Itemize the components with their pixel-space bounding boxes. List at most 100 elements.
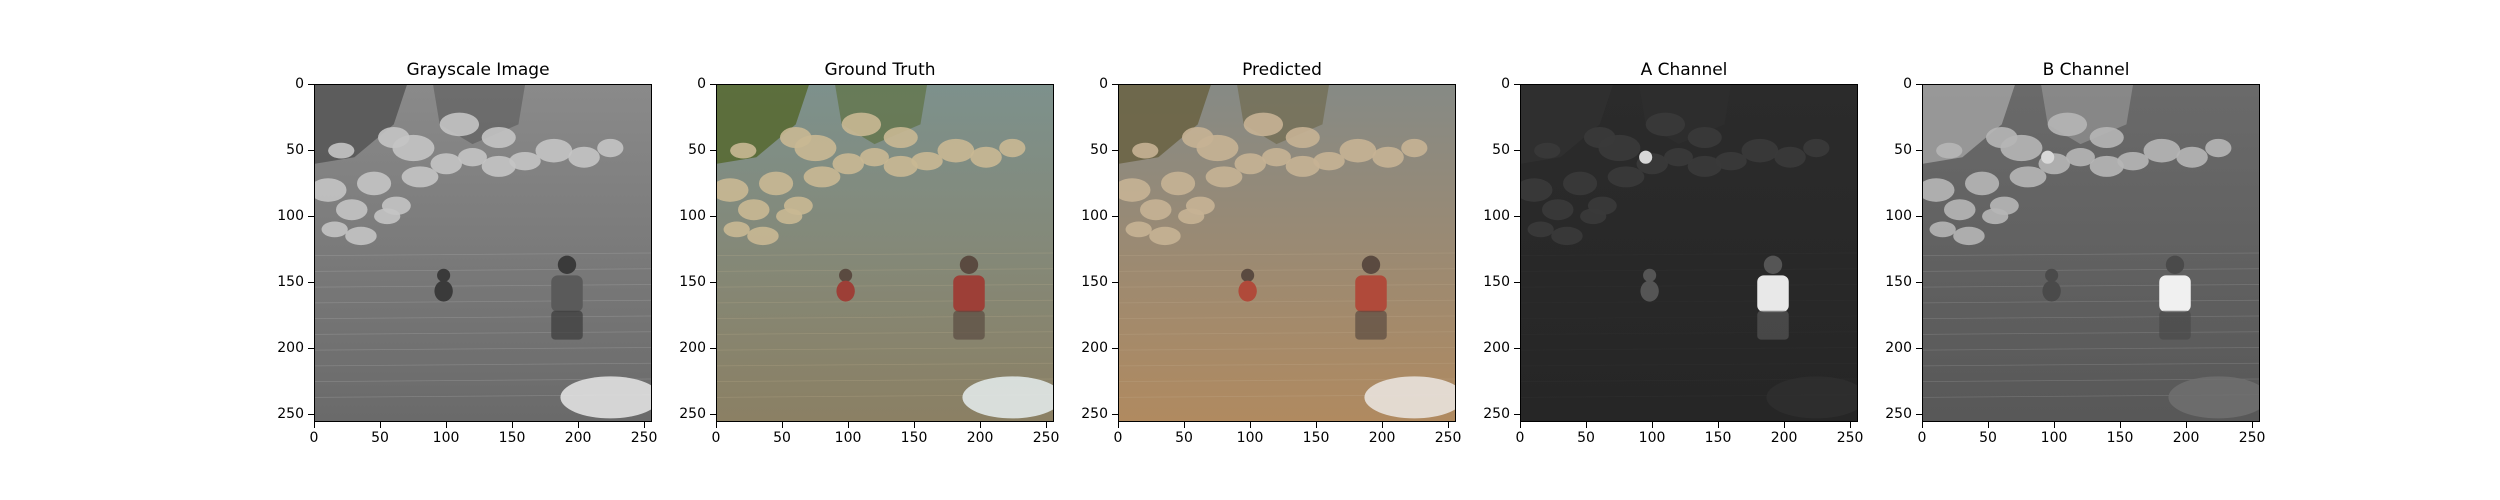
- rock: [1339, 138, 1377, 163]
- rock: [1687, 127, 1722, 148]
- ripple: [1119, 362, 1455, 367]
- rock: [374, 208, 401, 225]
- bright-spot: [2041, 150, 2055, 164]
- foam: [2168, 376, 2259, 419]
- x-tick-label: 100: [1638, 430, 1666, 446]
- y-tick-label: 50: [688, 142, 706, 159]
- x-tick-label: 150: [2106, 430, 2134, 446]
- x-tick: [578, 422, 580, 428]
- image-frame: [1520, 84, 1858, 422]
- rock: [1923, 178, 1955, 202]
- y-tick: [1916, 150, 1922, 152]
- x-tick: [848, 422, 850, 428]
- ripple: [1521, 299, 1857, 304]
- rock: [321, 221, 348, 238]
- man-shirt: [953, 275, 985, 313]
- y-tick-label: 100: [1885, 208, 1912, 225]
- x-tick: [1718, 422, 1720, 428]
- y-tick: [1514, 282, 1520, 284]
- bchan-image: [1923, 85, 2259, 421]
- y-tick-label: 100: [1483, 208, 1510, 225]
- x-tick: [314, 422, 315, 428]
- ripple: [717, 268, 1053, 272]
- x-tick: [1586, 422, 1588, 428]
- panel-title: Grayscale Image: [406, 60, 550, 80]
- ripple: [315, 331, 651, 335]
- y-tick-label: 100: [277, 208, 304, 225]
- rock: [439, 112, 480, 137]
- x-tick: [782, 422, 784, 428]
- x-tick: [644, 422, 646, 428]
- ripple: [1923, 268, 2259, 272]
- y-tick: [710, 150, 716, 152]
- ripple: [1923, 252, 2259, 257]
- rock: [841, 112, 882, 137]
- ripple: [1521, 284, 1857, 288]
- foam: [962, 376, 1053, 419]
- ripple: [717, 252, 1053, 257]
- rock: [1803, 138, 1830, 158]
- y-tick: [1112, 216, 1118, 218]
- y-tick-label: 250: [1483, 406, 1510, 423]
- x-tick-label: 250: [630, 430, 658, 446]
- rock: [1944, 199, 1976, 221]
- y-tick-label: 0: [295, 76, 304, 92]
- rock: [401, 166, 439, 188]
- rock: [1584, 127, 1616, 148]
- y-tick: [1514, 414, 1520, 416]
- y-tick: [710, 84, 716, 85]
- man-legs: [551, 310, 583, 340]
- rock: [1132, 142, 1159, 159]
- panel-truth: Ground Truth 0 50 100 150 200 250 0 50 100 150 200 2…: [679, 0, 1080, 500]
- rock: [2143, 138, 2181, 163]
- rock: [509, 151, 541, 171]
- rock: [458, 148, 487, 167]
- y-tick: [1514, 216, 1520, 218]
- x-tick-label: 150: [498, 430, 526, 446]
- child-body: [2042, 280, 2061, 302]
- rock: [535, 138, 573, 163]
- rock: [1140, 199, 1172, 221]
- x-tick-label: 0: [1113, 430, 1123, 446]
- panel-pred: Predicted 0 50 100 150 200 250 0 50 100 150 200 250: [1081, 0, 1482, 500]
- x-tick: [716, 422, 717, 428]
- rock: [1953, 226, 1985, 246]
- man-legs: [1355, 310, 1387, 340]
- rock: [1178, 208, 1205, 225]
- y-tick: [710, 216, 716, 218]
- y-tick-label: 50: [1894, 142, 1912, 159]
- rock: [2047, 112, 2088, 137]
- ripple: [717, 299, 1053, 304]
- image-frame: [1118, 84, 1456, 422]
- rock: [717, 178, 749, 202]
- y-tick-label: 250: [1081, 406, 1108, 423]
- y-tick-label: 200: [1885, 340, 1912, 357]
- y-tick-label: 0: [697, 76, 706, 92]
- rock: [1521, 178, 1553, 202]
- ripple: [1119, 252, 1455, 257]
- x-tick: [1520, 422, 1521, 428]
- ripple: [1521, 268, 1857, 272]
- x-tick: [1046, 422, 1048, 428]
- man-head: [557, 255, 577, 274]
- x-tick: [980, 422, 982, 428]
- ripple: [1119, 331, 1455, 335]
- x-tick: [380, 422, 382, 428]
- man-legs: [953, 310, 985, 340]
- x-tick: [2054, 422, 2056, 428]
- man-shirt: [1355, 275, 1387, 313]
- x-tick-label: 0: [309, 430, 319, 446]
- ripple: [717, 284, 1053, 288]
- x-tick-label: 50: [371, 430, 389, 446]
- rock: [803, 166, 841, 188]
- rock: [1580, 208, 1607, 225]
- rock: [738, 199, 770, 221]
- rock: [1563, 171, 1598, 196]
- rock: [430, 153, 462, 175]
- rock: [1607, 166, 1645, 188]
- ripple: [717, 331, 1053, 335]
- y-tick-label: 200: [277, 340, 304, 357]
- rock: [759, 171, 794, 196]
- rock: [2176, 146, 2208, 168]
- ripple: [1119, 315, 1455, 320]
